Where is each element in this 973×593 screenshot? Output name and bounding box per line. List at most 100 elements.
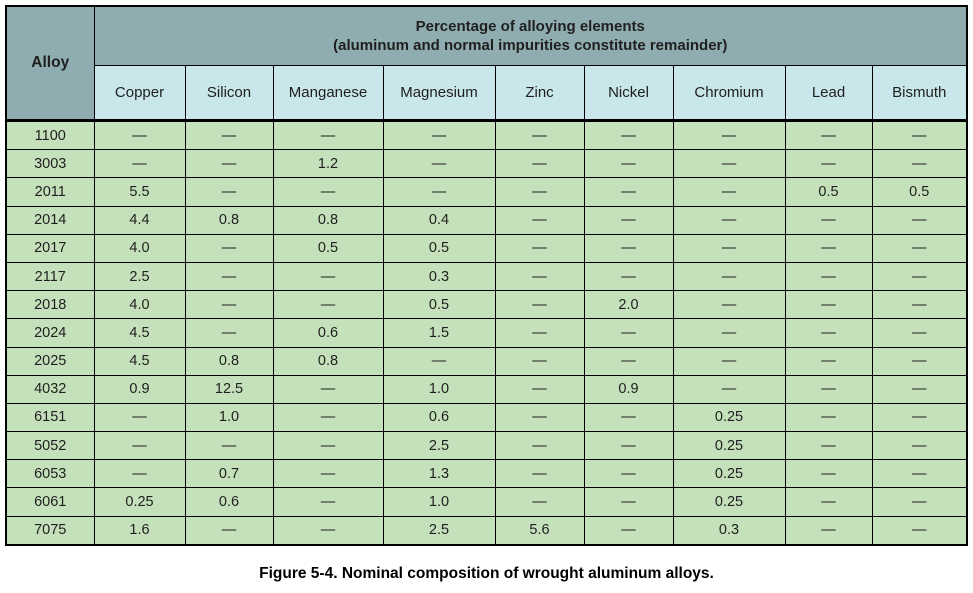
value-cell: — (93, 459, 186, 489)
value-cell: — (494, 261, 585, 292)
value-cell: — (672, 149, 786, 179)
group-header-line1: Percentage of alloying elements (415, 18, 645, 35)
value-cell: — (871, 431, 968, 461)
value-cell: — (494, 290, 585, 320)
value-cell: 0.5 (871, 177, 968, 207)
value-cell: 0.5 (272, 233, 384, 263)
value-cell: 1.0 (382, 487, 496, 517)
alloy-id-cell: 7075 (5, 515, 95, 546)
value-cell: — (494, 119, 585, 151)
value-cell: — (272, 487, 384, 517)
value-cell: 1.2 (272, 149, 384, 179)
value-cell: — (272, 119, 384, 151)
value-cell: — (672, 261, 786, 292)
value-cell: 0.25 (93, 487, 186, 517)
value-cell: 2.5 (382, 515, 496, 546)
value-cell: 1.5 (382, 318, 496, 348)
column-header-magnesium: Magnesium (382, 65, 496, 122)
column-header-copper: Copper (93, 65, 186, 122)
value-cell: 12.5 (184, 374, 274, 404)
value-cell: 0.9 (93, 374, 186, 404)
table-row: 2017 4.0—0.5 0.5— — — — — (5, 233, 968, 263)
value-cell: 0.5 (382, 233, 496, 263)
value-cell: — (272, 290, 384, 320)
value-cell: — (871, 318, 968, 348)
value-cell: — (184, 233, 274, 263)
value-cell: — (583, 318, 674, 348)
alloy-id-cell: 2014 (5, 205, 95, 235)
value-cell: — (871, 515, 968, 546)
value-cell: — (494, 374, 585, 404)
column-header-zinc: Zinc (494, 65, 585, 122)
value-cell: 1.6 (93, 515, 186, 546)
value-cell: — (272, 261, 384, 292)
value-cell: — (272, 402, 384, 433)
value-cell: — (93, 431, 186, 461)
column-header-row: Copper Silicon Manganese Magnesium Zinc Nicke… (6, 65, 968, 122)
value-cell: — (871, 346, 968, 376)
value-cell: — (583, 177, 674, 207)
value-cell: — (272, 177, 384, 207)
value-cell: — (784, 318, 873, 348)
value-cell: — (184, 261, 274, 292)
value-cell: — (382, 119, 496, 151)
value-cell: — (184, 149, 274, 179)
table-row: 2024 4.5—0.6 1.5— — — — — (5, 318, 968, 348)
column-header-lead: Lead (784, 65, 873, 122)
table-row: 4032 0.9 12.5—1.0—0.9— — — (5, 374, 968, 404)
value-cell: 0.25 (672, 487, 786, 517)
value-cell: 0.25 (672, 431, 786, 461)
value-cell: — (494, 487, 585, 517)
value-cell: — (583, 515, 674, 546)
value-cell: — (871, 459, 968, 489)
alloy-id-cell: 2024 (5, 318, 95, 348)
value-cell: — (494, 459, 585, 489)
value-cell: — (583, 119, 674, 151)
value-cell: 1.3 (382, 459, 496, 489)
value-cell: — (672, 119, 786, 151)
value-cell: — (93, 119, 186, 151)
table-header: Alloy Percentage of alloying elements (a… (5, 5, 968, 122)
group-header-line2: (aluminum and normal impurities constitu… (333, 37, 728, 54)
group-header: Percentage of alloying elements (aluminu… (93, 5, 968, 66)
alloy-id-cell: 2017 (5, 233, 95, 263)
alloy-id-cell: 5052 (5, 431, 95, 461)
column-header-manganese: Manganese (272, 65, 384, 122)
alloy-id-cell: 4032 (5, 374, 95, 404)
value-cell: 0.6 (272, 318, 384, 348)
value-cell: — (494, 233, 585, 263)
value-cell: — (784, 233, 873, 263)
value-cell: — (494, 431, 585, 461)
value-cell: — (583, 346, 674, 376)
value-cell: — (272, 459, 384, 489)
value-cell: 4.0 (93, 290, 186, 320)
table-row: 2018 4.0— —0.5—2.0— — — (5, 290, 968, 320)
alloy-id-cell: 3003 (5, 149, 95, 179)
value-cell: — (784, 374, 873, 404)
value-cell: — (871, 402, 968, 433)
value-cell: 0.8 (184, 346, 274, 376)
value-cell: — (871, 374, 968, 404)
alloy-column-header: Alloy (5, 5, 95, 122)
value-cell: 4.0 (93, 233, 186, 263)
table-row: 2011 5.5— — — — — —0.5 0.5 (5, 177, 968, 207)
table-row: 2014 4.4 0.8 0.8 0.4— — — — — (5, 205, 968, 235)
value-cell: — (784, 261, 873, 292)
value-cell: — (93, 149, 186, 179)
value-cell: — (382, 346, 496, 376)
value-cell: 4.5 (93, 318, 186, 348)
table-row: 7075 1.6— —2.5 5.6—0.3— — (5, 515, 968, 546)
value-cell: 0.8 (272, 346, 384, 376)
value-cell: 0.5 (784, 177, 873, 207)
value-cell: — (871, 261, 968, 292)
table-row: 3003— —1.2— — — — — — (5, 149, 968, 179)
table-row: 2117 2.5— —0.3— — — — — (5, 261, 968, 292)
column-header-silicon: Silicon (184, 65, 274, 122)
alloy-id-cell: 6151 (5, 402, 95, 433)
value-cell: 0.25 (672, 459, 786, 489)
value-cell: — (672, 346, 786, 376)
table-row: 6053—0.7—1.3— —0.25— — (5, 459, 968, 489)
value-cell: 0.5 (382, 290, 496, 320)
value-cell: — (93, 402, 186, 433)
